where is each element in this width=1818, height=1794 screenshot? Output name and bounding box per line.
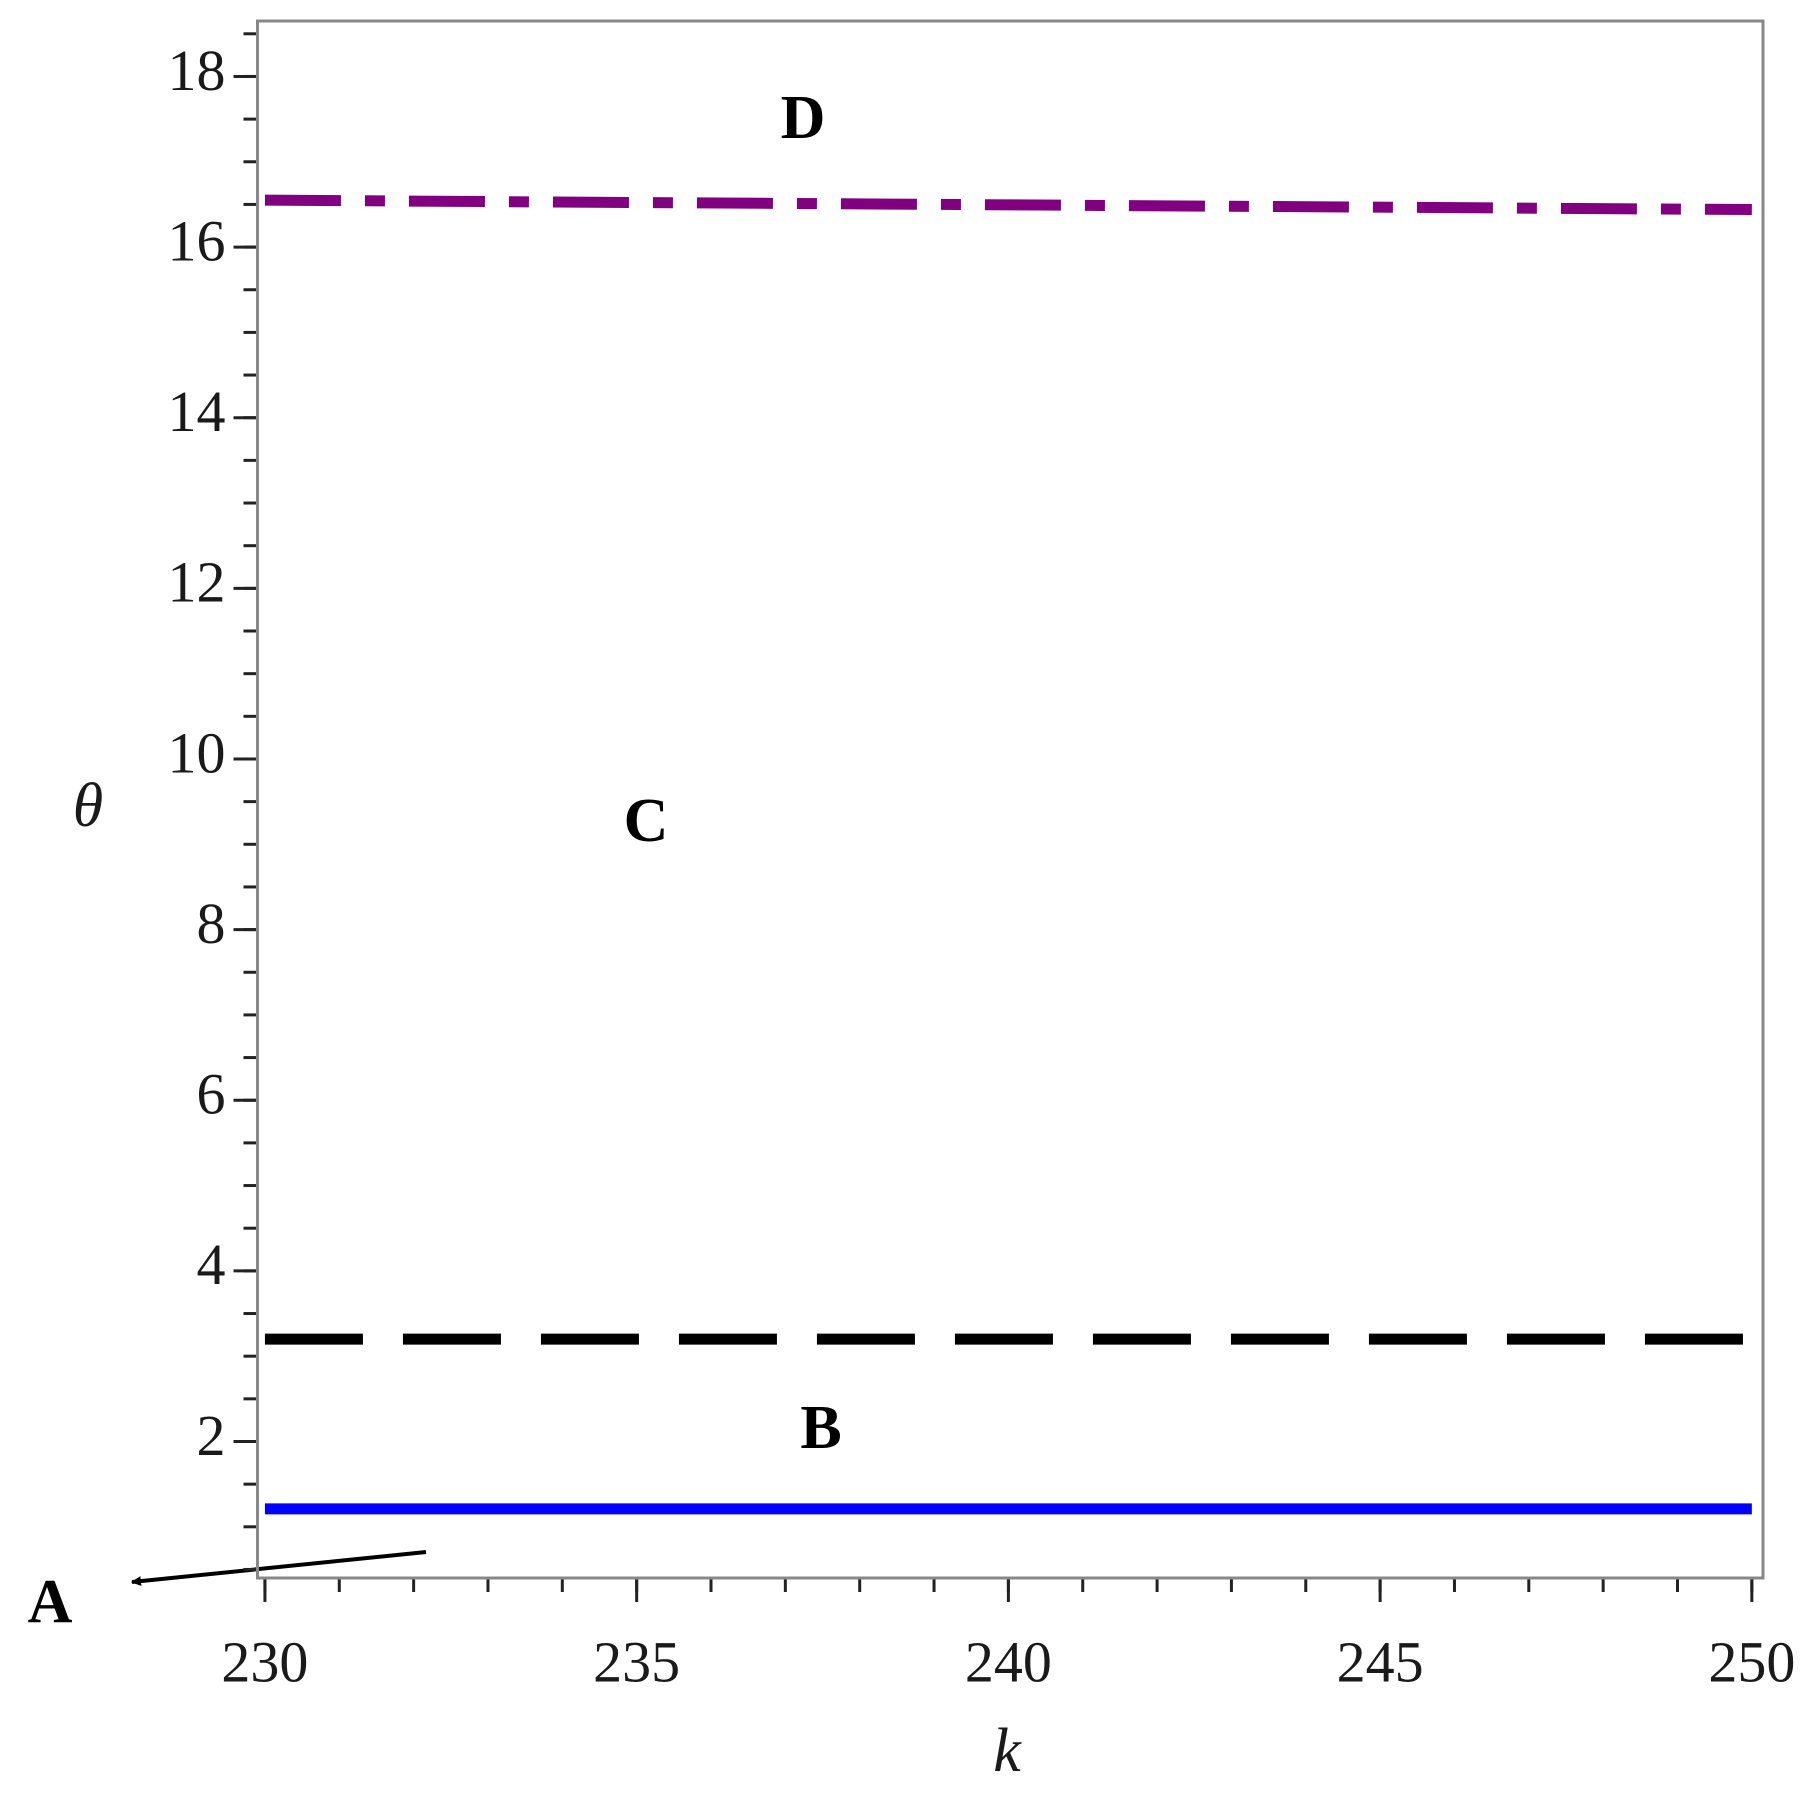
series-line: [264, 194, 1752, 216]
annotation-arrow: [131, 1550, 427, 1587]
region-label: C: [624, 787, 669, 855]
x-tick-label: 245: [1337, 1629, 1424, 1694]
x-tick-label: 235: [593, 1629, 680, 1694]
x-tick-label: 240: [965, 1629, 1052, 1694]
x-tick-label: 230: [221, 1629, 308, 1694]
region-label: A: [28, 1568, 73, 1636]
x-axis-label: k: [993, 1717, 1022, 1785]
region-label: B: [800, 1394, 841, 1462]
y-tick-label: 18: [168, 38, 226, 103]
y-tick-label: 8: [197, 891, 226, 956]
x-tick-label: 250: [1708, 1629, 1795, 1694]
y-tick-label: 10: [168, 720, 226, 785]
y-tick-label: 12: [168, 550, 226, 615]
y-tick-label: 2: [197, 1403, 226, 1468]
plot-frame: [256, 19, 1765, 1580]
y-tick-label: 14: [168, 379, 226, 444]
y-tick-label: 6: [197, 1062, 226, 1127]
y-axis-label: θ: [73, 772, 103, 840]
y-tick-label: 4: [197, 1232, 226, 1297]
y-tick-label: 16: [168, 208, 226, 273]
region-label: D: [781, 84, 826, 152]
